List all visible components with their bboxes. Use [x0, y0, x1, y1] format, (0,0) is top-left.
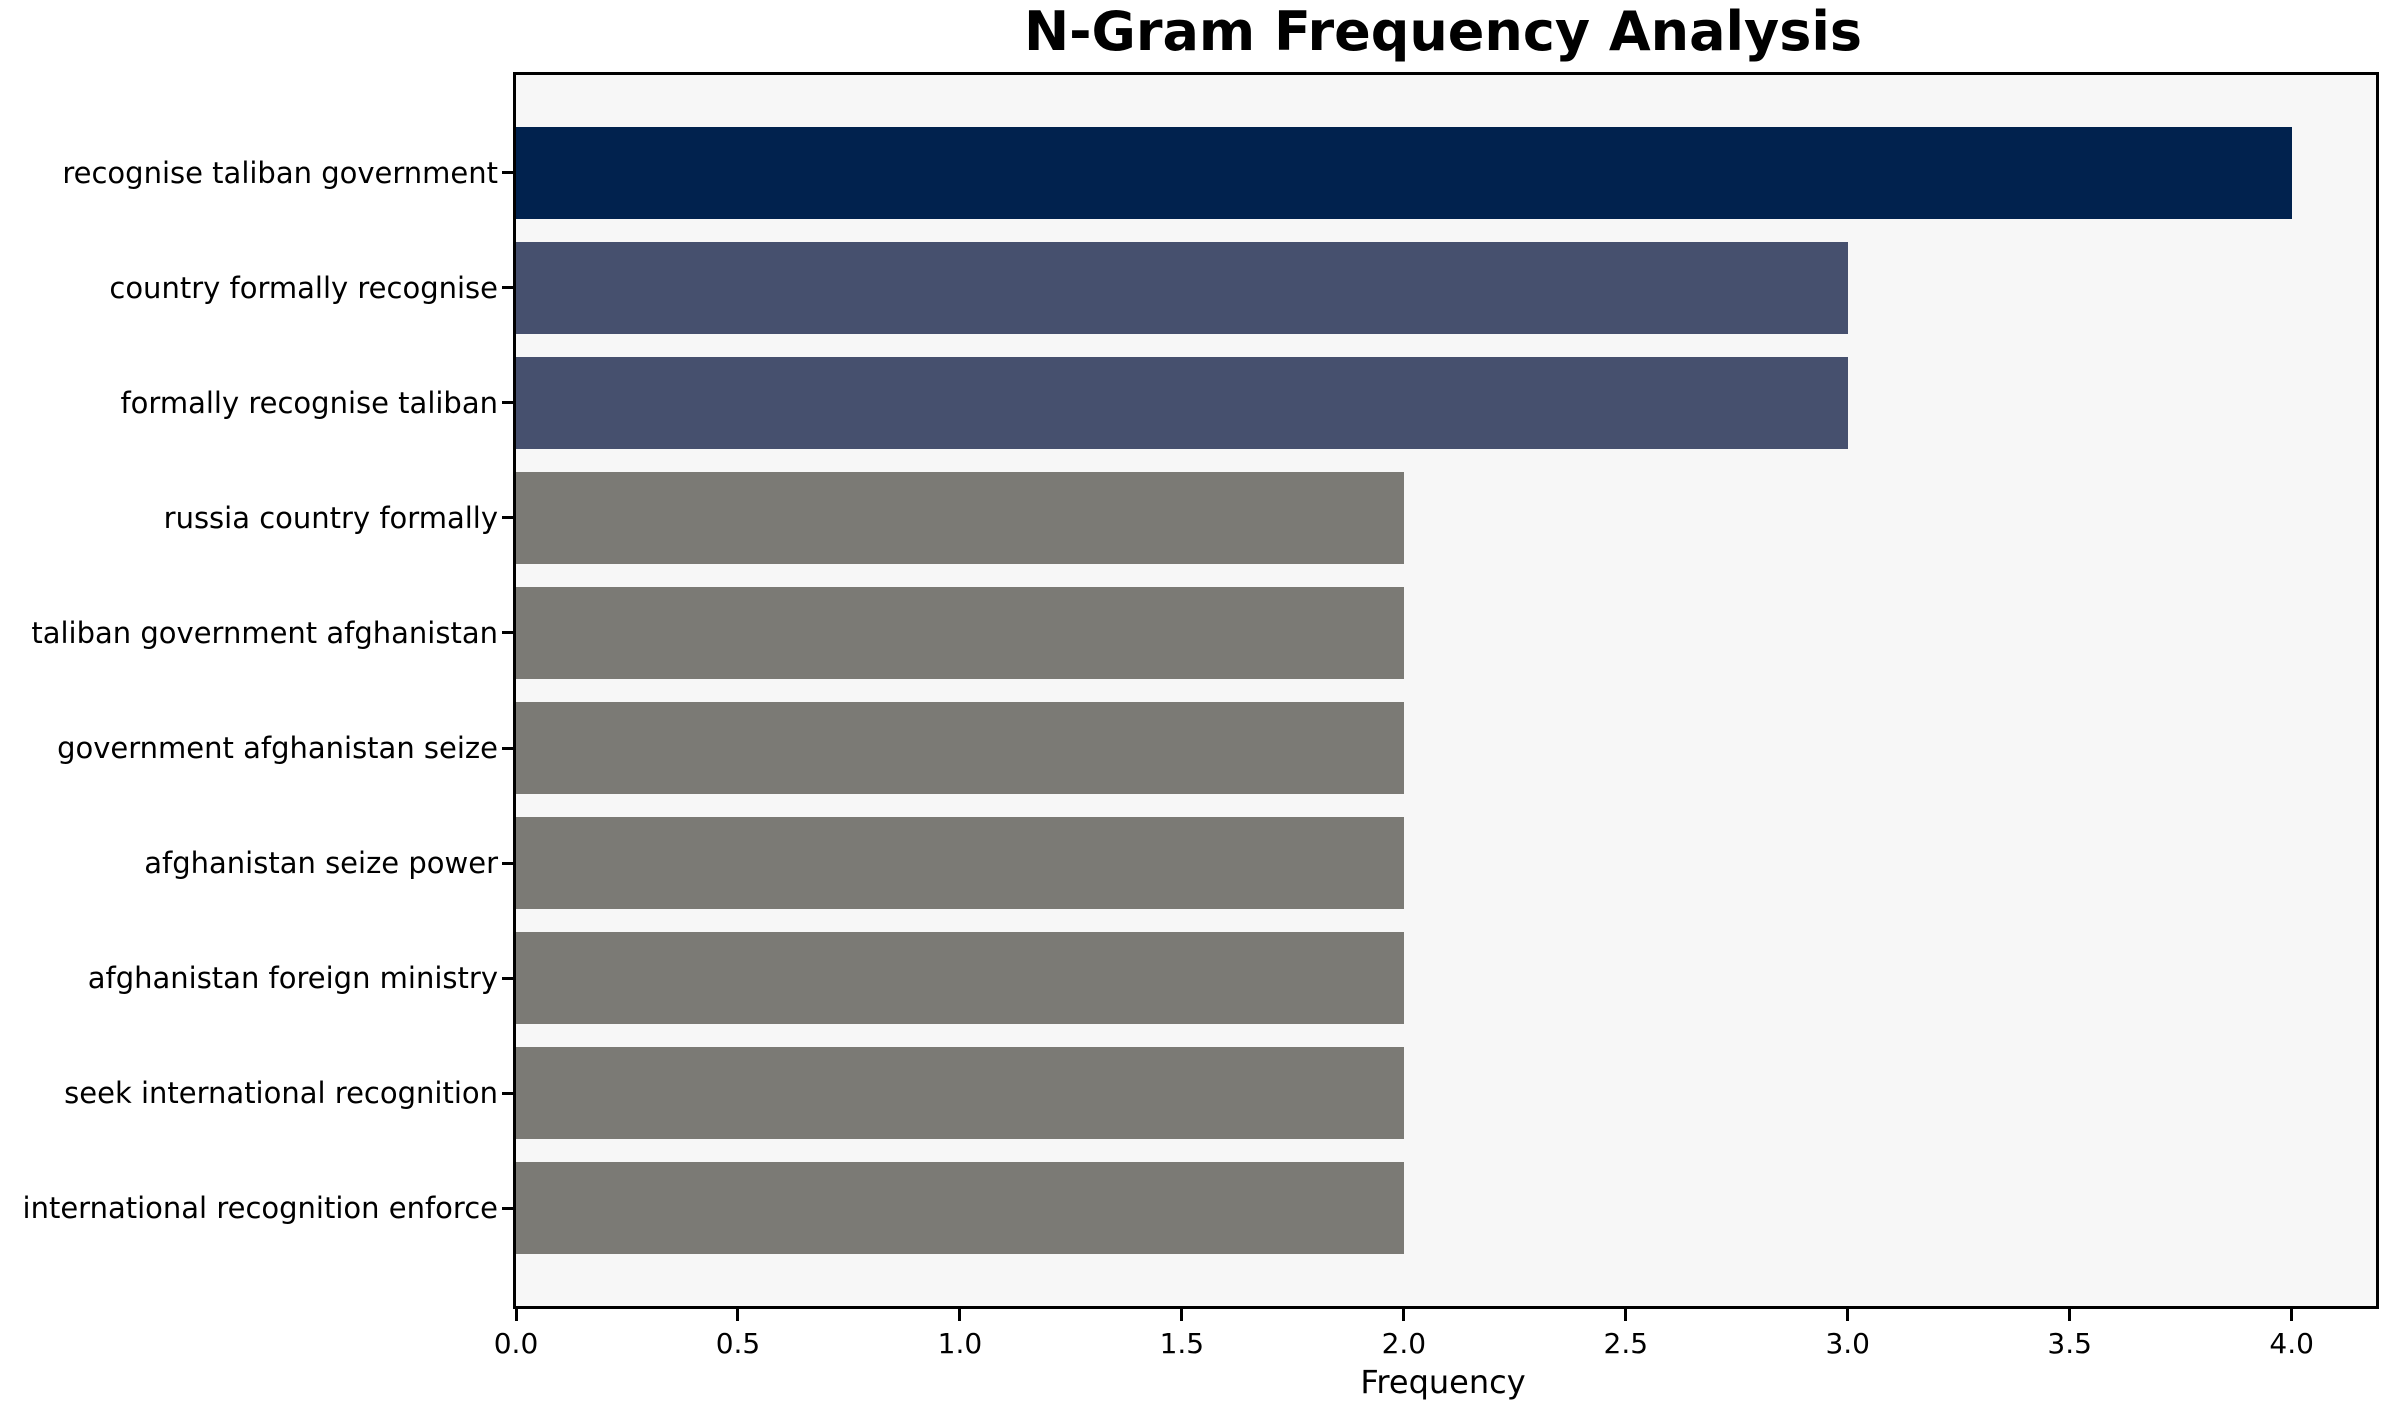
x-tick-mark [1402, 1309, 1406, 1321]
y-tick-mark [502, 171, 513, 175]
bar [516, 817, 1404, 910]
y-tick-mark [502, 401, 513, 405]
y-tick-mark [502, 1091, 513, 1095]
y-tick-label: taliban government afghanistan [31, 615, 498, 650]
y-tick-label: international recognition enforce [22, 1191, 498, 1226]
x-tick-label: 2.5 [1603, 1327, 1649, 1360]
y-tick-label: country formally recognise [109, 270, 498, 305]
x-tick-label: 1.5 [1159, 1327, 1205, 1360]
bar [516, 702, 1404, 795]
bar [516, 932, 1404, 1025]
x-tick-mark [2290, 1309, 2294, 1321]
x-tick-label: 3.0 [1825, 1327, 1870, 1360]
y-tick-mark [502, 631, 513, 635]
y-tick-label: seek international recognition [64, 1076, 498, 1111]
y-tick-label: formally recognise taliban [120, 385, 498, 420]
y-tick-label: russia country formally [163, 500, 498, 535]
y-tick-label: afghanistan seize power [144, 846, 498, 881]
bar [516, 1047, 1404, 1140]
y-tick-label: afghanistan foreign ministry [87, 961, 498, 996]
y-tick-label: recognise taliban government [62, 155, 498, 190]
bar [516, 471, 1404, 564]
x-tick-label: 4.0 [2269, 1327, 2314, 1360]
y-tick-label: government afghanistan seize [57, 731, 498, 766]
y-tick-mark [502, 286, 513, 290]
x-tick-mark [514, 1309, 518, 1321]
bar [516, 586, 1404, 679]
x-tick-label: 2.0 [1381, 1327, 1427, 1360]
x-tick-mark [1624, 1309, 1628, 1321]
x-axis-label: Frequency [1360, 1363, 1526, 1401]
y-tick-mark [502, 1206, 513, 1210]
y-tick-mark [502, 861, 513, 865]
x-tick-mark [958, 1309, 962, 1321]
chart-title: N-Gram Frequency Analysis [1023, 0, 1863, 63]
bar [516, 126, 2292, 219]
x-tick-mark [1180, 1309, 1184, 1321]
x-tick-label: 1.0 [937, 1327, 983, 1360]
y-tick-mark [502, 746, 513, 750]
y-tick-mark [502, 976, 513, 980]
x-tick-label: 0.5 [715, 1327, 761, 1360]
plot-area: recognise taliban government country form… [23, 72, 2379, 1360]
x-tick-label: 0.0 [493, 1327, 539, 1360]
bar [516, 241, 1848, 334]
bar [516, 356, 1848, 449]
y-tick-mark [502, 516, 513, 520]
x-tick-mark [2068, 1309, 2072, 1321]
x-tick-mark [736, 1309, 740, 1321]
bar [516, 1162, 1404, 1255]
x-tick-mark [1846, 1309, 1850, 1321]
x-tick-label: 3.5 [2047, 1327, 2092, 1360]
